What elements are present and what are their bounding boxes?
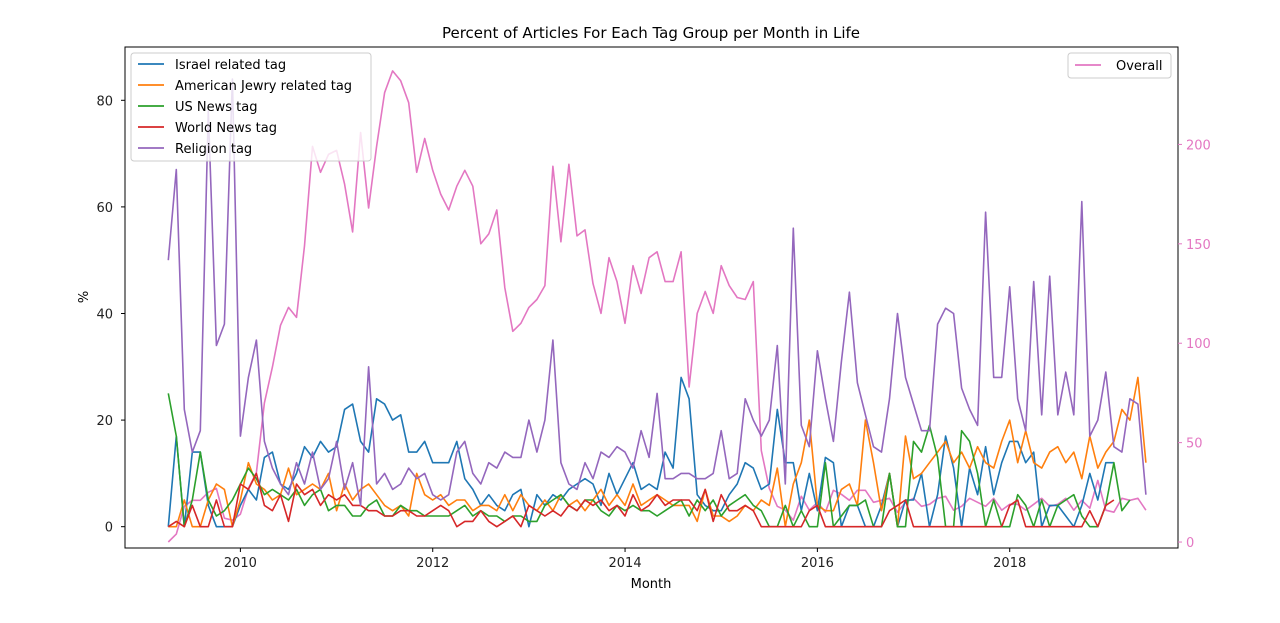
y2-tick-label: 100 (1186, 337, 1211, 352)
legend-label: US News tag (175, 100, 257, 115)
x-axis-label: Month (631, 577, 672, 592)
y-axis-left: 0 20 40 60 80 (96, 94, 125, 536)
legend-right-box (1067, 52, 1172, 79)
y-tick-label: 0 (105, 521, 113, 536)
y-tick-label: 20 (96, 414, 113, 429)
x-tick-label: 2012 (416, 556, 449, 571)
x-tick-label: 2018 (993, 556, 1026, 571)
series-layer (167, 70, 1147, 543)
legend-label: Overall (1116, 59, 1162, 74)
y-axis-label: % (77, 291, 92, 303)
x-tick-label: 2016 (801, 556, 834, 571)
legend-left: Israel related tag American Jewry related… (130, 52, 372, 162)
y-tick-label: 40 (96, 307, 113, 322)
legend-label: American Jewry related tag (175, 79, 352, 94)
x-tick-label: 2010 (224, 556, 257, 571)
y2-tick-label: 0 (1186, 536, 1194, 551)
y-tick-label: 60 (96, 201, 113, 216)
series-line-world-news-tag (167, 472, 1115, 528)
y-tick-label: 80 (96, 94, 113, 109)
y2-tick-label: 50 (1186, 437, 1203, 452)
legend-label: Israel related tag (175, 58, 286, 73)
y-axis-right: 0 50 100 150 200 (1178, 138, 1211, 551)
x-tick-label: 2014 (609, 556, 642, 571)
series-line-religion-tag (167, 78, 1147, 507)
plot-frame (124, 46, 1179, 549)
legend-label: World News tag (175, 121, 277, 136)
legend-left-box (130, 52, 372, 162)
legend-label: Religion tag (175, 142, 252, 157)
y2-tick-label: 200 (1186, 138, 1211, 153)
y2-tick-label: 150 (1186, 238, 1211, 253)
x-axis: 2010 2012 2014 2016 2018 (224, 548, 1026, 571)
series-line-us-news-tag (167, 393, 1131, 528)
legend-right: Overall (1067, 52, 1172, 79)
chart-title: Percent of Articles For Each Tag Group p… (442, 24, 860, 42)
